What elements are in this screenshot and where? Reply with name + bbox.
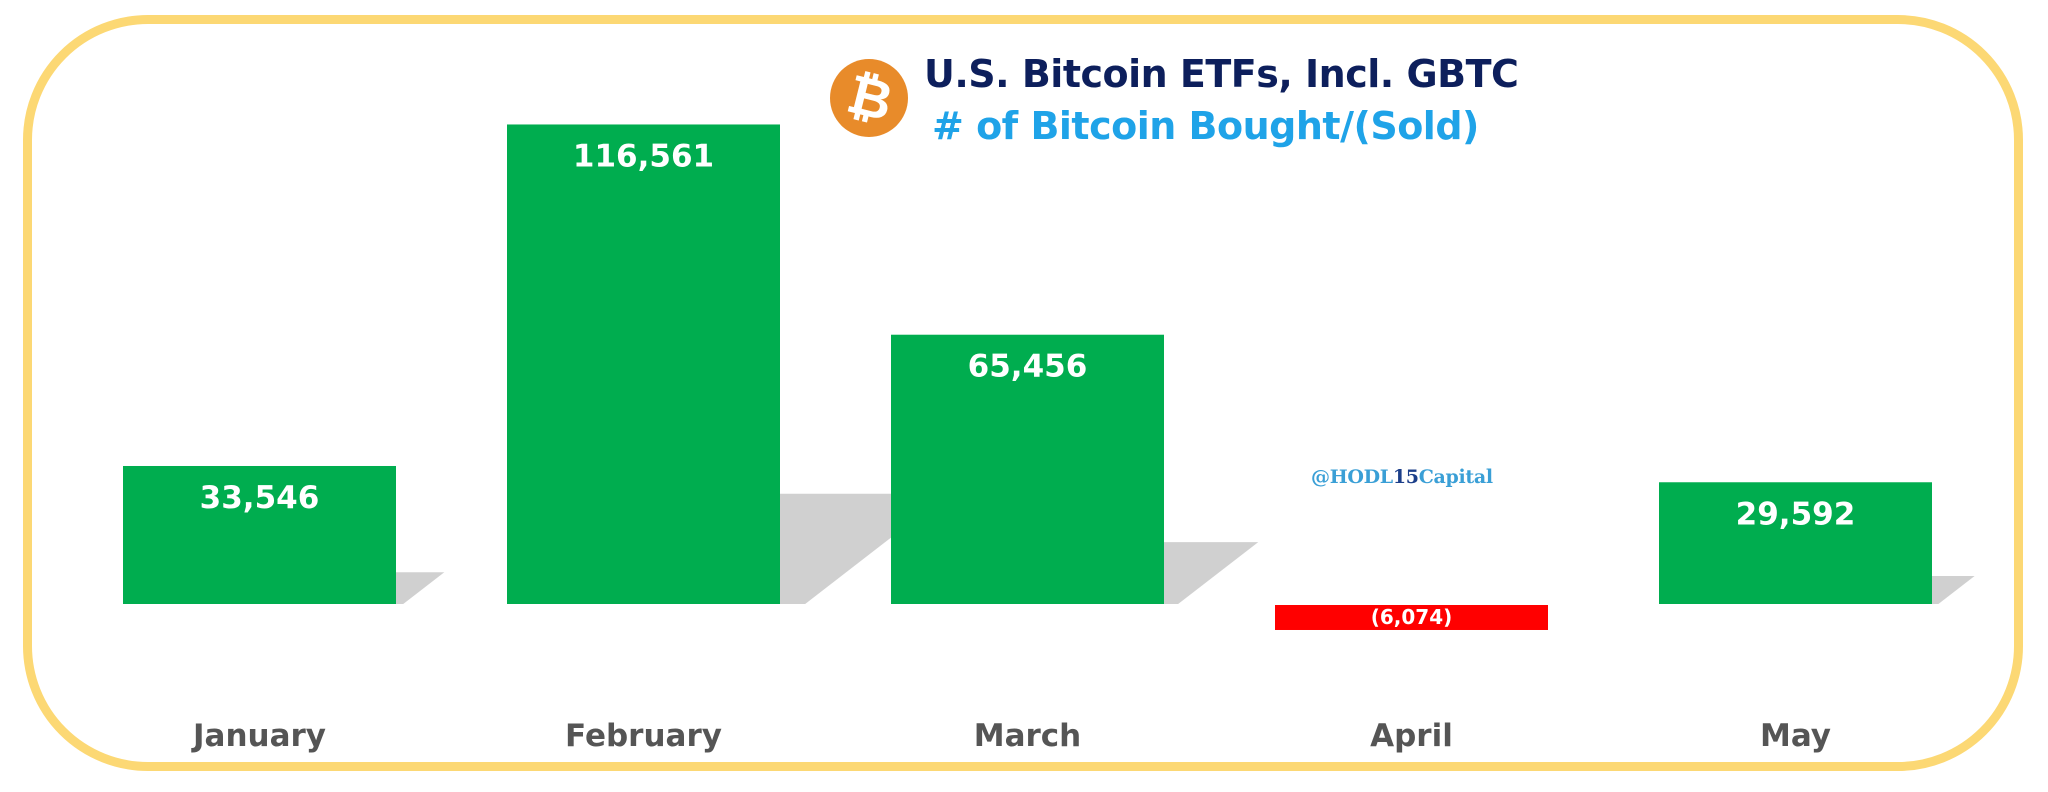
bar-value-labels: 33,546 116,561 65,456 (6,074) 29,592	[200, 138, 1856, 629]
category-label-april: April	[1370, 718, 1453, 754]
category-label-march: March	[974, 718, 1082, 754]
watermark-suffix: Capital	[1418, 466, 1493, 488]
bar-value-label: 29,592	[1736, 496, 1856, 532]
bar-february	[507, 124, 780, 604]
watermark-number: 15	[1392, 466, 1419, 488]
bar-value-label: 116,561	[573, 138, 714, 174]
bar-january	[123, 465, 396, 604]
bar-shadow	[1932, 575, 1975, 604]
bar-april	[1275, 605, 1548, 630]
category-label-may: May	[1760, 718, 1831, 754]
bitcoin-icon: ₿	[830, 59, 908, 137]
category-label-january: January	[191, 718, 326, 754]
category-labels: January February March April May	[191, 718, 1831, 754]
bars	[123, 124, 1932, 630]
chart-header: ₿ U.S. Bitcoin ETFs, Incl. GBTC # of Bit…	[0, 0, 2048, 160]
bar-value-label: (6,074)	[1371, 605, 1453, 629]
bitcoin-logo-circle	[830, 59, 908, 137]
watermark: @HODL15Capital	[1311, 466, 1493, 488]
bar-value-label: 33,546	[200, 480, 320, 516]
category-label-february: February	[565, 718, 722, 754]
chart-subtitle: # of Bitcoin Bought/(Sold)	[932, 104, 1479, 148]
bar-march	[891, 334, 1164, 604]
chart-title: U.S. Bitcoin ETFs, Incl. GBTC	[924, 52, 1519, 96]
bar-shadow	[1164, 542, 1259, 604]
bar-shadow	[396, 572, 445, 604]
bar-value-label: 65,456	[968, 349, 1088, 385]
watermark-prefix: @HODL	[1311, 466, 1393, 488]
bar-may	[1659, 482, 1932, 604]
